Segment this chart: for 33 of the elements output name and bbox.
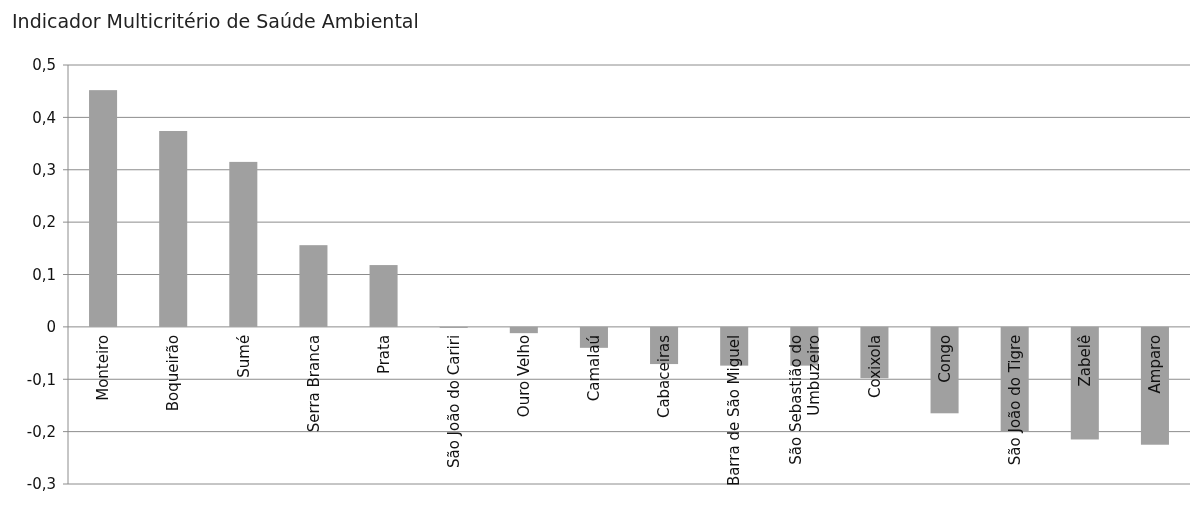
x-tick-label: Congo	[935, 334, 954, 383]
x-tick-label: Monteiro	[94, 334, 113, 401]
x-tick-label: Sumé	[234, 334, 253, 378]
x-tick-label: Boqueirão	[164, 334, 183, 412]
chart-title: Indicador Multicritério de Saúde Ambiental	[12, 10, 419, 32]
x-tick-label: Coxixola	[865, 334, 884, 399]
x-tick-label: Amparo	[1146, 334, 1165, 394]
x-tick-label: Serra Branca	[304, 334, 323, 433]
y-tick-label: 0,3	[32, 161, 56, 179]
bar	[159, 130, 188, 327]
y-tick-label: 0,4	[32, 108, 56, 127]
bar	[1140, 326, 1169, 445]
bar	[89, 90, 118, 327]
y-tick-label: -0,2	[26, 422, 56, 441]
x-tick-label: São João do Tigre	[1005, 334, 1024, 466]
x-tick-label: Barra de São Miguel	[725, 334, 744, 487]
x-tick-label: Camalaú	[585, 334, 604, 402]
y-tick-label: 0,2	[32, 213, 56, 232]
x-tick-label: Zabelê	[1076, 334, 1095, 387]
bar	[229, 161, 258, 327]
y-tick-label: -0,3	[26, 475, 56, 494]
y-tick-label: 0,5	[32, 56, 56, 75]
bar	[509, 326, 538, 334]
x-tick-label: Cabaceiras	[655, 334, 674, 419]
bar	[299, 245, 328, 327]
bar	[369, 265, 398, 327]
x-tick-label: São Sebastião do Umbuzeiro	[786, 334, 823, 465]
y-tick-label: 0	[46, 318, 56, 337]
y-tick-label: -0,1	[26, 370, 56, 389]
x-tick-label: Ouro Velho	[515, 334, 534, 418]
y-tick-label: 0,1	[32, 265, 56, 284]
x-tick-label: Prata	[374, 334, 393, 375]
x-tick-label: São João do Cariri	[444, 334, 463, 469]
